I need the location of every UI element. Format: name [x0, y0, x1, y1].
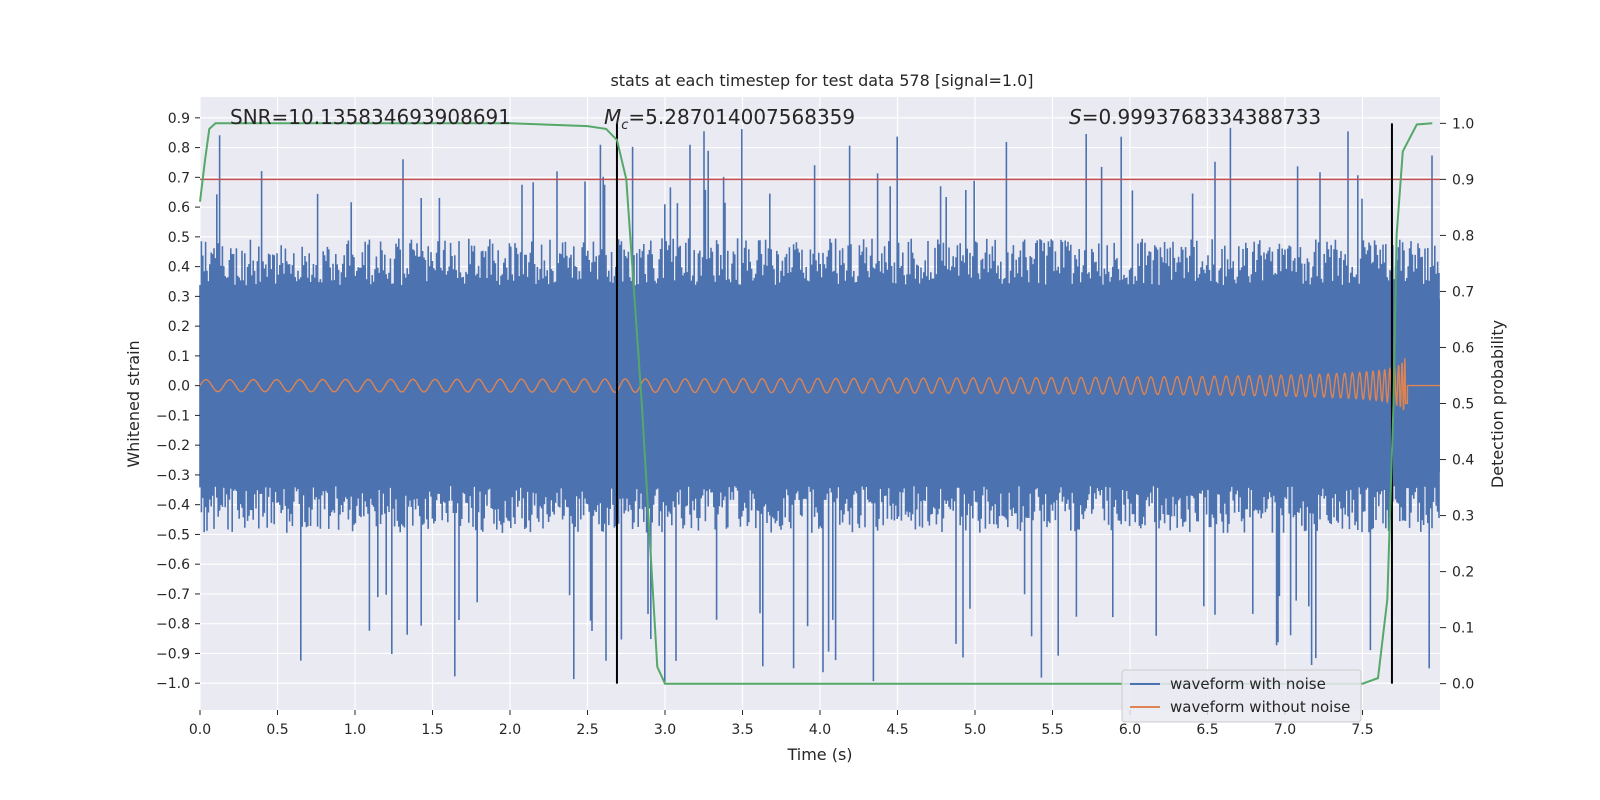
series-waveform-without-noise [199, 358, 1440, 411]
y-axis-ticks: 0.9 0.8 0.7 0.6 0.5 0.4 0.3 0.2 0.1 0.0 −0.1 −0.2 −0… [156, 111, 200, 692]
y2-tick-label-0: 1.0 [1452, 116, 1474, 132]
y2-tick-label-8: 0.2 [1452, 565, 1474, 581]
y2-tick-label-7: 0.3 [1452, 509, 1474, 525]
mc-subscript: c [621, 118, 628, 133]
mc-annotation: Mc=5.287014007568359 [604, 105, 855, 133]
x-axis-ticks: 0.0 0.5 1.0 1.5 2.0 2.5 3.0 3.5 4.0 4.5 5.0 5.5 6.0 6… [189, 710, 1374, 738]
series-detection-probability [199, 122, 1433, 685]
legend-label-noise: waveform with noise [1170, 675, 1326, 693]
y-tick-label-16: −0.7 [156, 587, 190, 603]
y-tick-label-12: −0.3 [156, 468, 190, 484]
s-symbol: S [1069, 105, 1082, 129]
x-tick-label-3: 1.5 [421, 722, 443, 738]
x-tick-label-2: 1.0 [344, 722, 366, 738]
y-tick-label-13: −0.4 [156, 498, 190, 514]
x-tick-label-4: 2.0 [499, 722, 521, 738]
y-tick-label-7: 0.2 [168, 319, 190, 335]
y-tick-label-15: −0.6 [156, 557, 190, 573]
y-tick-label-17: −0.8 [156, 617, 190, 633]
y-tick-label-2: 0.7 [168, 170, 190, 186]
x-tick-label-1: 0.5 [266, 722, 288, 738]
y-tick-label-1: 0.8 [168, 141, 190, 157]
vertical-markers [615, 123, 1393, 684]
y-axis-label: Whitened strain [124, 340, 143, 467]
legend-label-clean: waveform without noise [1170, 698, 1350, 716]
mc-value: =5.287014007568359 [628, 105, 855, 129]
y-tick-label-14: −0.5 [156, 527, 190, 543]
x-tick-label-0: 0.0 [189, 722, 211, 738]
y-tick-label-0: 0.9 [168, 111, 190, 127]
y2-tick-label-9: 0.1 [1452, 621, 1474, 637]
y-tick-label-10: −0.1 [156, 408, 190, 424]
y2-axis-ticks: 1.0 0.9 0.8 0.7 0.6 0.5 0.4 0.3 0.2 0.1 0.0 [1440, 116, 1474, 693]
legend: waveform with noise waveform without noi… [1121, 669, 1362, 723]
y2-tick-label-10: 0.0 [1452, 677, 1474, 693]
legend-box [1121, 669, 1362, 723]
chart-title: stats at each timestep for test data 578… [610, 71, 1033, 90]
x-tick-label-13: 6.5 [1196, 722, 1218, 738]
y-tick-label-9: 0.0 [168, 379, 190, 395]
y-tick-label-3: 0.6 [168, 200, 190, 216]
clean-trace [199, 358, 1440, 411]
x-tick-label-6: 3.0 [654, 722, 676, 738]
x-tick-label-5: 2.5 [576, 722, 598, 738]
y2-tick-label-3: 0.7 [1452, 284, 1474, 300]
y2-tick-label-2: 0.8 [1452, 228, 1474, 244]
mc-symbol: M [604, 105, 621, 129]
s-value: =0.9993768334388733 [1082, 105, 1321, 129]
y-tick-label-6: 0.3 [168, 289, 190, 305]
x-tick-label-10: 5.0 [964, 722, 986, 738]
x-tick-label-15: 7.5 [1351, 722, 1373, 738]
x-tick-label-7: 3.5 [731, 722, 753, 738]
snr-annotation: SNR=10.135834693908691 [230, 105, 511, 129]
y-tick-label-8: 0.1 [168, 349, 190, 365]
x-tick-label-14: 7.0 [1274, 722, 1296, 738]
x-tick-label-9: 4.5 [886, 722, 908, 738]
y2-axis-label: Detection probability [1488, 320, 1507, 488]
y-tick-label-4: 0.5 [168, 230, 190, 246]
x-tick-label-8: 4.0 [809, 722, 831, 738]
y-tick-label-5: 0.4 [168, 260, 190, 276]
x-axis-label: Time (s) [786, 745, 852, 764]
y2-tick-label-1: 0.9 [1452, 172, 1474, 188]
y2-tick-label-5: 0.5 [1452, 397, 1474, 413]
noise-core [200, 299, 1440, 472]
y-tick-label-11: −0.2 [156, 438, 190, 454]
y2-tick-label-6: 0.4 [1452, 453, 1474, 469]
x-tick-label-11: 5.5 [1041, 722, 1063, 738]
y-tick-label-18: −0.9 [156, 646, 190, 662]
s-annotation: S=0.9993768334388733 [1069, 105, 1321, 129]
y2-tick-label-4: 0.6 [1452, 340, 1474, 356]
x-tick-label-12: 6.0 [1119, 722, 1141, 738]
y-tick-label-19: −1.0 [156, 676, 190, 692]
